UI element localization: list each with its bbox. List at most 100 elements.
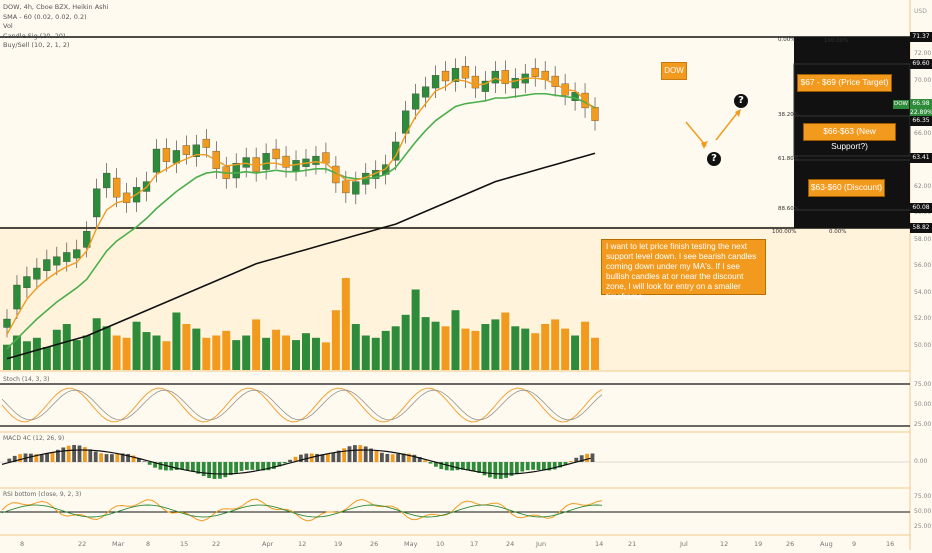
volume-bar [12,335,21,370]
fib-88: 88.60% [778,206,799,212]
candle-body [83,231,91,248]
macd-bar [552,462,557,470]
candle-body [411,93,420,110]
macd-bar [88,449,93,462]
volume-bar [262,337,271,370]
macd-bar [169,462,174,471]
ma-fast-line [6,77,596,335]
macd-bar [142,461,147,462]
arrow-up [715,111,739,141]
macd-bar [423,460,427,462]
time-tick: 15 [180,540,189,548]
macd-bar [585,453,589,462]
volume-bar [222,330,231,370]
price-tick: 66.00 [914,129,932,137]
dow-price-tag: DOW [893,100,909,109]
stoch-tick: 75.00 [914,381,932,388]
candle-body [471,75,480,89]
candle-body [152,148,161,173]
macd-bar [282,462,287,464]
fib-100-top: 100.00% [824,38,849,44]
candle-body [461,65,470,79]
macd-bar [255,462,260,471]
price-tick: 56.00 [914,262,932,269]
volume-bar [2,344,11,370]
macd-bar [509,462,514,476]
volume-bar [591,337,600,370]
new-support-box[interactable]: $66-$63 (New Support?) [803,123,896,151]
candle-body [551,75,559,87]
volume-bar [461,328,470,370]
macd-bar [558,462,562,468]
discount-box[interactable]: $63-$60 (Discount) [808,179,885,197]
time-tick: Mar [112,540,125,548]
time-tick: May [404,540,418,548]
volume-bar [82,335,91,370]
macd-bar [191,462,195,472]
legend-macd: MACD 4C (12, 26, 9) [3,435,65,442]
candle-body [441,70,450,82]
volume-bar [471,330,480,370]
macd-tick: 0.00 [914,458,928,465]
macd-bar [201,462,206,477]
volume-bar [401,314,410,370]
price-target-box[interactable]: $67 - $69 (Price Target) [797,74,892,92]
candle-body [93,188,101,218]
macd-bar [531,462,535,470]
analysis-note[interactable]: I want to let price finish testing the n… [601,239,766,301]
candle-body [112,177,121,198]
volume-bar [341,278,350,370]
legend-vol: Vol [3,22,13,30]
time-tick: 26 [370,540,379,548]
macd-bar [12,455,17,462]
macd-bar [250,462,255,470]
macd-bar [196,462,201,474]
candle-body [172,150,181,164]
candle-body [53,256,61,266]
legend-comb: Candle Sig (20, 20) [3,31,66,40]
macd-bar [363,446,368,462]
macd-bar [212,462,217,479]
time-tick: 19 [334,540,343,548]
volume-bar [381,330,390,370]
ticker-tag[interactable]: DOW [661,62,687,80]
volume-bar [282,335,291,370]
ma-slow-line [6,92,596,350]
macd-panel [0,445,910,479]
price-tick: 70.00 [914,76,932,84]
macd-bar [331,452,336,462]
current-pct: 22.89% [910,108,932,118]
volume-bar [371,337,380,370]
candle-body [262,153,270,170]
macd-bar [180,462,184,470]
volume-bar [42,347,51,370]
candle-body [43,259,51,271]
macd-bar [18,454,22,462]
candle-body [322,152,330,164]
macd-bar [542,462,546,471]
macd-bar [434,462,438,467]
macd-bar [272,462,276,469]
macd-bar [493,462,498,479]
macd-bar [266,462,271,471]
rsi-line [1,498,603,522]
macd-bar [126,453,130,462]
macd-bar [547,462,552,471]
candle-body [73,249,81,259]
candle-body [392,141,400,161]
ma-long-line [6,152,596,360]
macd-bar [374,450,379,462]
candle-body [202,138,210,148]
candle-body [421,86,430,98]
time-tick: 24 [506,540,515,548]
macd-bar [99,453,103,462]
time-tick: Jul [680,540,688,548]
macd-bar [396,453,400,462]
arrow-down [685,121,707,147]
volume-bar [511,326,520,370]
time-tick: 16 [886,540,895,548]
fib-0-bottom: 0.00% [829,229,847,235]
macd-bar [218,462,222,479]
